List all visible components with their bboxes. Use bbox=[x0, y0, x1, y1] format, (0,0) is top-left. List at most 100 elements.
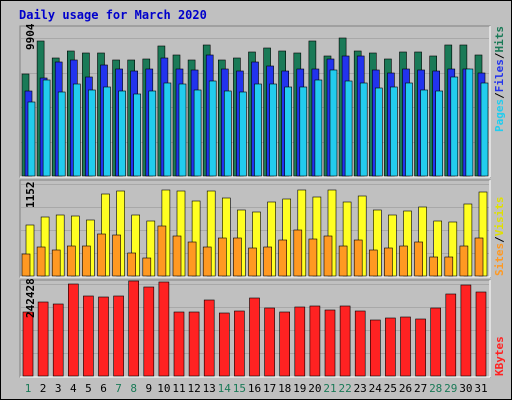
panel-hits-files-pages: 9904 Pages/Files/Hits bbox=[19, 23, 506, 178]
panel-hits-files-pages-ymax-label: 9904 bbox=[24, 23, 37, 50]
bar-sites-day-23 bbox=[353, 239, 363, 277]
panel-visits-sites-ylabel: Sites/Visits bbox=[493, 197, 506, 277]
x-tick-label-day-21: 21 bbox=[323, 382, 336, 395]
bar-sites-day-24 bbox=[368, 249, 378, 277]
bar-pages-day-28 bbox=[435, 90, 444, 177]
bar-kbytes-day-1 bbox=[22, 311, 34, 377]
bar-pages-day-10 bbox=[163, 82, 172, 177]
x-tick-label-day-30: 30 bbox=[459, 382, 472, 395]
bar-kbytes-day-17 bbox=[264, 307, 275, 377]
bar-pages-day-14 bbox=[224, 90, 232, 177]
bar-pages-day-21 bbox=[329, 69, 338, 177]
x-tick-label-day-12: 12 bbox=[187, 382, 200, 395]
panel-kbytes: 242428 KBytes bbox=[19, 278, 506, 378]
bar-sites-day-14 bbox=[218, 237, 227, 277]
x-tick-label-day-25: 25 bbox=[384, 382, 397, 395]
x-tick-label-day-2: 2 bbox=[40, 382, 47, 395]
x-tick-label-day-4: 4 bbox=[70, 382, 77, 395]
x-tick-label-day-13: 13 bbox=[203, 382, 216, 395]
bar-sites-day-3 bbox=[51, 249, 61, 277]
bar-pages-day-5 bbox=[88, 89, 96, 177]
bar-pages-day-6 bbox=[103, 86, 111, 177]
x-axis-day-labels: 1 2 3 4 5 6 7 8 9 10 11 12 13 14 15 16 17 18 19 20 21 22 23 24 2… bbox=[25, 382, 488, 395]
x-tick-label-day-7: 7 bbox=[115, 382, 122, 395]
bar-sites-day-26 bbox=[399, 245, 408, 277]
bar-pages-day-30 bbox=[465, 68, 474, 177]
bar-kbytes-day-25 bbox=[385, 317, 396, 377]
bar-kbytes-day-24 bbox=[369, 319, 381, 377]
bar-kbytes-day-29 bbox=[445, 293, 457, 377]
bar-sites-day-20 bbox=[308, 238, 318, 277]
bar-pages-day-27 bbox=[420, 89, 428, 177]
bar-kbytes-day-22 bbox=[339, 305, 351, 377]
bar-pages-day-8 bbox=[133, 93, 141, 177]
bar-kbytes-day-13 bbox=[203, 299, 215, 377]
panel-kbytes-bars bbox=[22, 280, 487, 377]
ylabel-sites: Sites bbox=[493, 243, 506, 276]
ylabel-hits: Hits bbox=[493, 26, 506, 53]
bar-sites-day-7 bbox=[112, 234, 121, 277]
bar-pages-day-19 bbox=[299, 86, 308, 177]
bar-pages-day-12 bbox=[193, 89, 202, 177]
panel-visits-sites: 1152 Sites/Visits bbox=[19, 179, 506, 278]
bar-sites-day-16 bbox=[248, 247, 257, 277]
x-tick-label-day-1: 1 bbox=[25, 382, 32, 395]
bar-sites-day-4 bbox=[67, 245, 76, 277]
svg-text:KBytes: KBytes bbox=[493, 336, 506, 376]
bar-pages-day-2 bbox=[42, 79, 51, 177]
bar-sites-day-11 bbox=[172, 235, 182, 277]
bar-sites-day-18 bbox=[278, 239, 288, 277]
bar-sites-day-30 bbox=[459, 245, 469, 277]
bar-pages-day-7 bbox=[118, 90, 126, 177]
bar-sites-day-10 bbox=[157, 225, 167, 277]
bar-pages-day-18 bbox=[284, 86, 293, 177]
svg-text:Pages/Files/Hits: Pages/Files/Hits bbox=[493, 26, 506, 132]
x-tick-label-day-22: 22 bbox=[338, 382, 351, 395]
bar-kbytes-day-27 bbox=[415, 318, 426, 377]
bar-pages-day-20 bbox=[314, 79, 323, 177]
bar-kbytes-day-30 bbox=[460, 284, 472, 377]
x-tick-label-day-15: 15 bbox=[233, 382, 246, 395]
bar-kbytes-day-7 bbox=[113, 295, 124, 377]
bar-sites-day-29 bbox=[444, 256, 454, 277]
ylabel-visits: Visits bbox=[493, 197, 506, 237]
bar-pages-day-15 bbox=[239, 91, 247, 177]
chart-title: Daily usage for March 2020 bbox=[19, 8, 207, 22]
x-tick-label-day-16: 16 bbox=[248, 382, 261, 395]
bar-kbytes-day-28 bbox=[430, 307, 442, 377]
bar-sites-day-12 bbox=[187, 241, 197, 277]
panel-kbytes-ymax-label: 242428 bbox=[24, 278, 37, 318]
x-tick-label-day-14: 14 bbox=[218, 382, 232, 395]
x-tick-label-day-27: 27 bbox=[414, 382, 427, 395]
ylabel-sep-1: / bbox=[493, 92, 506, 99]
x-tick-label-day-5: 5 bbox=[85, 382, 92, 395]
x-tick-label-day-11: 11 bbox=[172, 382, 185, 395]
panel-kbytes-ylabel: KBytes bbox=[493, 336, 506, 376]
ylabel-sep-3: / bbox=[493, 236, 506, 243]
bar-sites-day-1 bbox=[21, 253, 31, 277]
bar-kbytes-day-11 bbox=[173, 311, 185, 377]
x-tick-label-day-24: 24 bbox=[369, 382, 383, 395]
bar-pages-day-13 bbox=[208, 80, 217, 177]
bar-pages-day-31 bbox=[480, 82, 489, 177]
x-tick-label-day-18: 18 bbox=[278, 382, 291, 395]
bar-sites-day-31 bbox=[474, 237, 484, 277]
x-tick-label-day-6: 6 bbox=[100, 382, 107, 395]
bar-pages-day-24 bbox=[374, 87, 383, 177]
bar-sites-day-8 bbox=[127, 252, 136, 277]
bar-kbytes-day-14 bbox=[219, 312, 230, 377]
x-tick-label-day-9: 9 bbox=[145, 382, 152, 395]
bar-pages-day-17 bbox=[269, 83, 277, 177]
bar-sites-day-22 bbox=[338, 245, 348, 277]
ylabel-files: Files bbox=[493, 59, 506, 92]
bar-kbytes-day-20 bbox=[309, 305, 321, 377]
bar-sites-day-17 bbox=[263, 246, 272, 277]
panel-visits-sites-ymax-label: 1152 bbox=[24, 182, 37, 209]
bar-sites-day-13 bbox=[202, 246, 212, 277]
bar-pages-day-29 bbox=[450, 76, 459, 177]
bar-kbytes-day-18 bbox=[279, 311, 291, 377]
bar-pages-day-25 bbox=[390, 86, 398, 177]
x-tick-label-day-28: 28 bbox=[429, 382, 442, 395]
bar-kbytes-day-10 bbox=[158, 281, 170, 377]
